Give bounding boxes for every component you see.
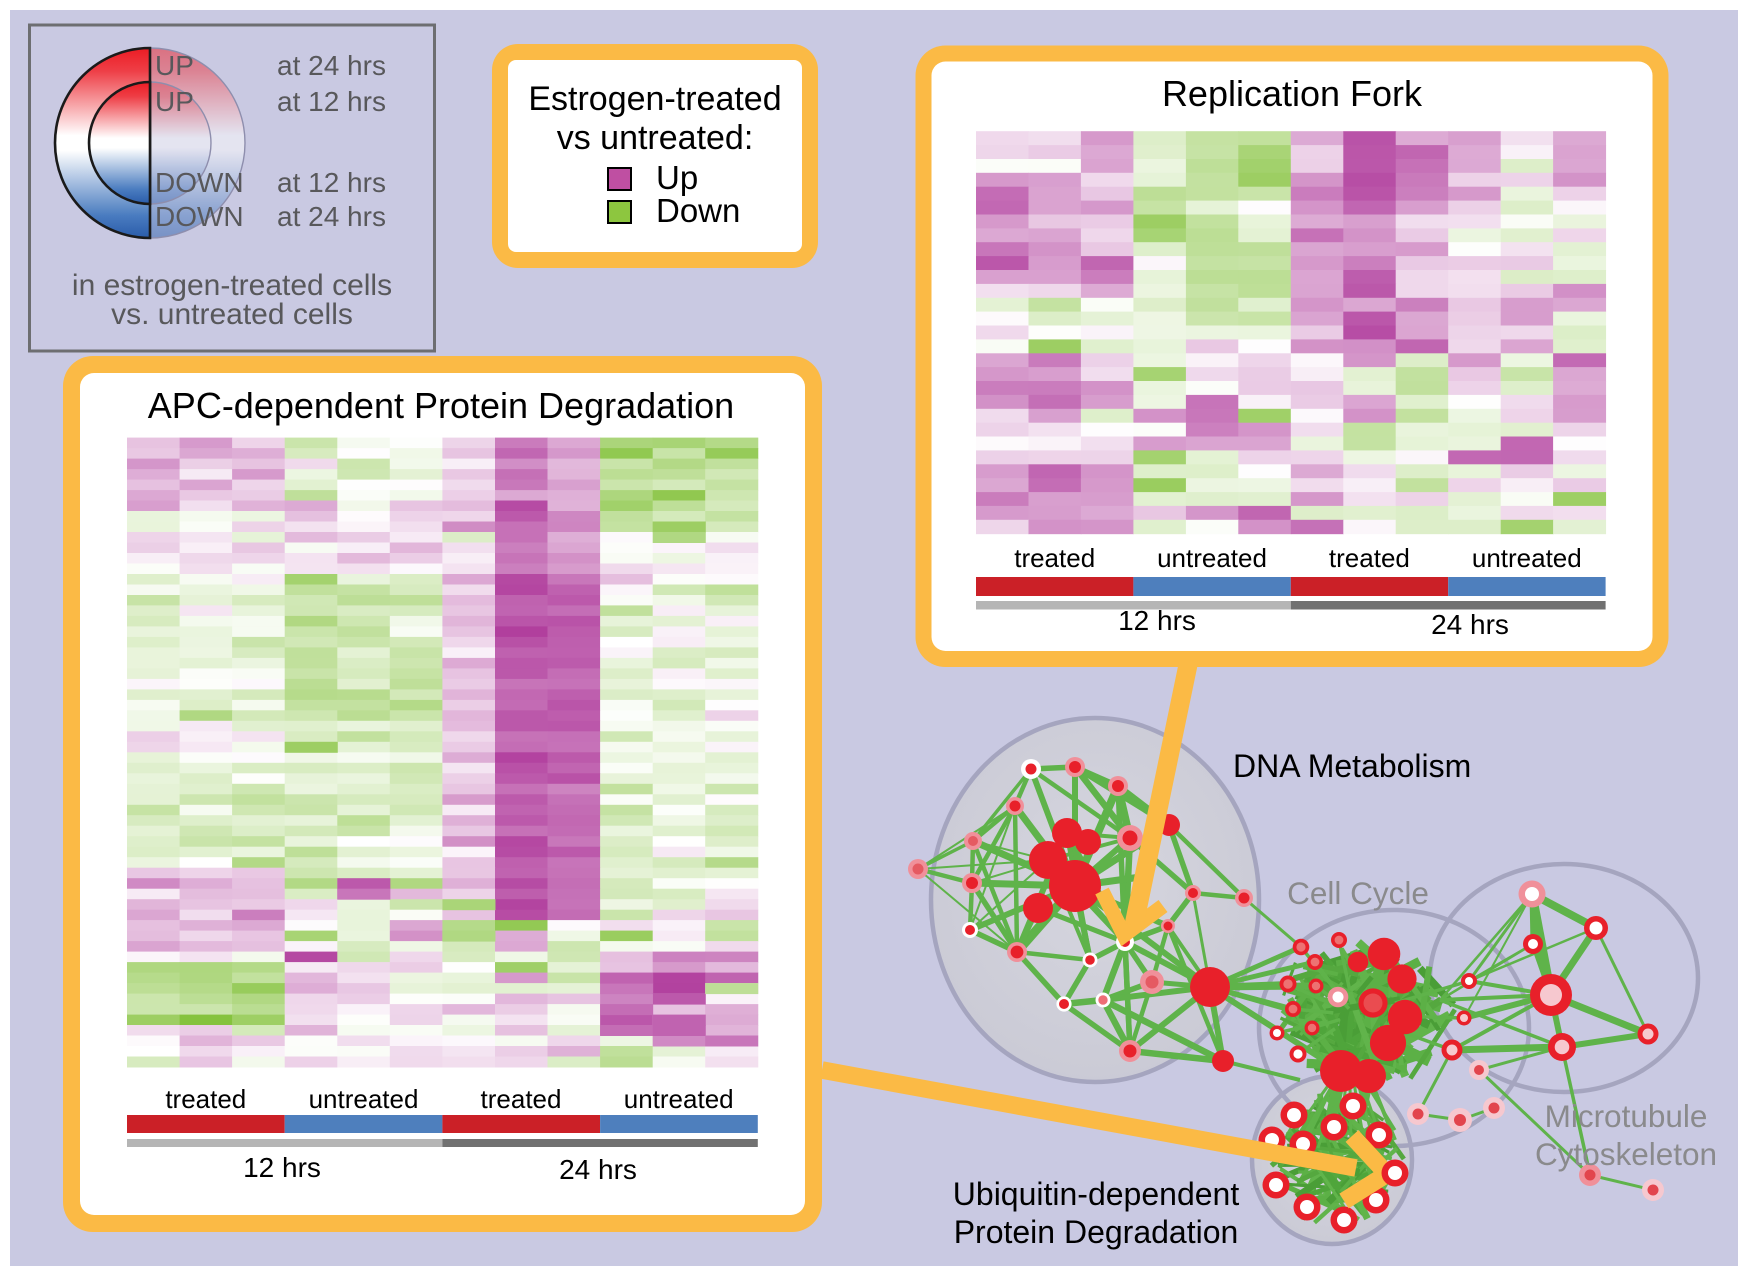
svg-text:UP: UP: [155, 50, 194, 81]
svg-text:at 12 hrs: at 12 hrs: [277, 167, 386, 198]
svg-text:treated: treated: [165, 1084, 246, 1114]
svg-text:24 hrs: 24 hrs: [1431, 609, 1509, 640]
svg-text:Replication Fork: Replication Fork: [1162, 73, 1423, 114]
svg-text:12 hrs: 12 hrs: [1118, 605, 1196, 636]
svg-text:12 hrs: 12 hrs: [243, 1152, 321, 1183]
svg-text:vs. untreated cells: vs. untreated cells: [111, 298, 353, 331]
svg-text:at 24 hrs: at 24 hrs: [277, 201, 386, 232]
svg-text:untreated: untreated: [309, 1084, 419, 1114]
svg-text:untreated: untreated: [624, 1084, 734, 1114]
svg-text:Microtubule: Microtubule: [1545, 1098, 1708, 1134]
svg-text:Down: Down: [656, 192, 740, 229]
svg-text:at 12 hrs: at 12 hrs: [277, 86, 386, 117]
svg-text:DOWN: DOWN: [155, 167, 244, 198]
svg-text:Cell Cycle: Cell Cycle: [1287, 875, 1429, 911]
svg-text:Ubiquitin-dependent: Ubiquitin-dependent: [953, 1176, 1240, 1212]
svg-text:UP: UP: [155, 86, 194, 117]
svg-text:DOWN: DOWN: [155, 201, 244, 232]
svg-text:in estrogen-treated cells: in estrogen-treated cells: [72, 269, 392, 302]
svg-text:treated: treated: [1014, 543, 1095, 573]
svg-text:treated: treated: [481, 1084, 562, 1114]
svg-text:Protein Degradation: Protein Degradation: [954, 1214, 1239, 1250]
svg-text:APC-dependent Protein Degradat: APC-dependent Protein Degradation: [148, 385, 734, 426]
svg-text:Cytoskeleton: Cytoskeleton: [1535, 1136, 1717, 1172]
svg-text:DNA Metabolism: DNA Metabolism: [1233, 748, 1471, 784]
svg-text:at 24 hrs: at 24 hrs: [277, 50, 386, 81]
svg-text:Estrogen-treated: Estrogen-treated: [528, 80, 781, 118]
svg-text:24 hrs: 24 hrs: [559, 1154, 637, 1185]
svg-text:untreated: untreated: [1472, 543, 1582, 573]
svg-text:treated: treated: [1329, 543, 1410, 573]
svg-text:vs untreated:: vs untreated:: [557, 119, 754, 157]
svg-text:untreated: untreated: [1157, 543, 1267, 573]
svg-text:Up: Up: [656, 159, 698, 196]
